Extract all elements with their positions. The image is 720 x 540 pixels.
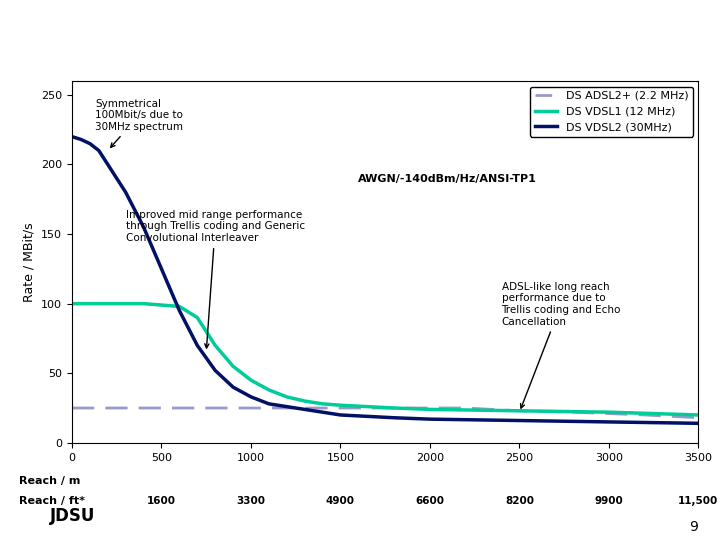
Text: Reach / ft*: Reach / ft* bbox=[19, 496, 85, 505]
Text: Reach / m: Reach / m bbox=[19, 476, 81, 486]
Text: AWGN/-140dBm/Hz/ANSI-TP1: AWGN/-140dBm/Hz/ANSI-TP1 bbox=[359, 174, 537, 184]
Text: Symmetrical
100Mbit/s due to
30MHz spectrum: Symmetrical 100Mbit/s due to 30MHz spect… bbox=[95, 98, 184, 147]
Text: 3300: 3300 bbox=[236, 496, 266, 505]
Text: JDSU: JDSU bbox=[50, 507, 96, 525]
Y-axis label: Rate / MBit/s: Rate / MBit/s bbox=[22, 222, 35, 302]
Text: 6600: 6600 bbox=[415, 496, 444, 505]
Text: 9: 9 bbox=[690, 520, 698, 534]
Text: ADSL2+/VDSL/VDSL2 - Rate versus Reach: ADSL2+/VDSL/VDSL2 - Rate versus Reach bbox=[14, 25, 535, 45]
Text: Improved mid range performance
through Trellis coding and Generic
Convolutional : Improved mid range performance through T… bbox=[126, 210, 305, 348]
Text: 1600: 1600 bbox=[147, 496, 176, 505]
Text: 8200: 8200 bbox=[505, 496, 534, 505]
Legend: DS ADSL2+ (2.2 MHz), DS VDSL1 (12 MHz), DS VDSL2 (30MHz): DS ADSL2+ (2.2 MHz), DS VDSL1 (12 MHz), … bbox=[530, 86, 693, 137]
Text: 4900: 4900 bbox=[326, 496, 355, 505]
Text: 9900: 9900 bbox=[595, 496, 624, 505]
Text: 11,500: 11,500 bbox=[678, 496, 719, 505]
Text: ADSL-like long reach
performance due to
Trellis coding and Echo
Cancellation: ADSL-like long reach performance due to … bbox=[502, 282, 621, 408]
